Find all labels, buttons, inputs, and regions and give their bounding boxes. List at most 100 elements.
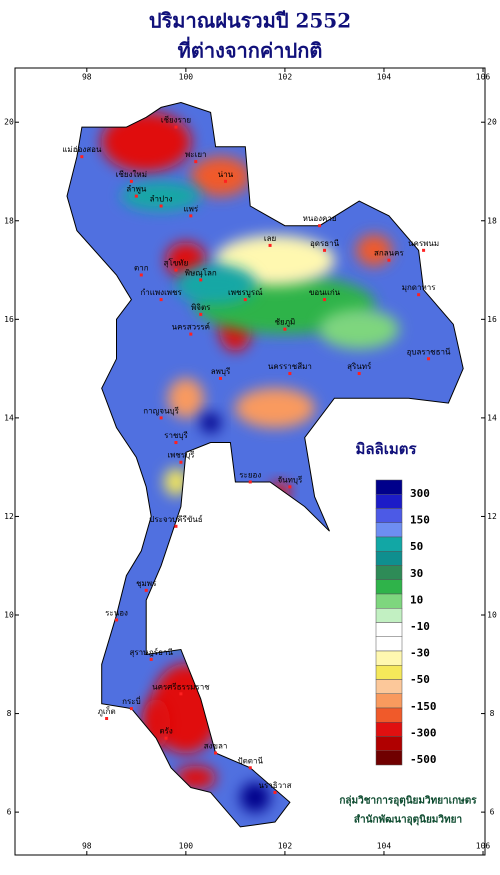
province-label: ลำพูน bbox=[126, 185, 147, 195]
province-label: นครสวรรค์ bbox=[172, 322, 210, 332]
province-label: ขอนแก่น bbox=[309, 288, 341, 297]
province-marker bbox=[268, 243, 272, 247]
legend-swatch bbox=[375, 665, 403, 680]
legend: มิลลิเมตร 300 150 50 30 10 -10 -30 -50 -150 -300 -… bbox=[355, 440, 436, 766]
lat-tick-label: 14 bbox=[487, 413, 497, 422]
province-marker bbox=[273, 790, 277, 794]
legend-swatch bbox=[375, 593, 403, 609]
credit-line: กลุ่มวิชาการอุตุนิยมวิทยาเกษตร bbox=[339, 795, 477, 807]
province-marker bbox=[149, 657, 153, 661]
province-label: ปัตตานี bbox=[238, 756, 264, 765]
legend-label: -10 bbox=[410, 620, 430, 633]
province-marker bbox=[105, 716, 109, 720]
land-base bbox=[67, 102, 464, 827]
province-marker bbox=[248, 480, 252, 484]
province-marker bbox=[318, 224, 322, 228]
province-marker bbox=[288, 372, 292, 376]
province-marker bbox=[248, 766, 252, 770]
lat-tick-label: 12 bbox=[4, 512, 14, 521]
legend-swatch bbox=[375, 536, 403, 552]
lon-tick-label: 104 bbox=[377, 842, 392, 851]
province-marker bbox=[159, 416, 163, 420]
title-line: ปริมาณฝนรวมปี 2552 bbox=[149, 9, 351, 33]
province-label: สงขลา bbox=[204, 741, 228, 750]
legend-swatch bbox=[375, 693, 403, 709]
province-marker bbox=[427, 357, 431, 361]
legend-label: -500 bbox=[410, 753, 437, 766]
province-label: เพชรบุรี bbox=[167, 451, 195, 460]
lat-tick-label: 20 bbox=[4, 118, 14, 127]
province-marker bbox=[323, 298, 327, 302]
province-label: พะเยา bbox=[185, 150, 206, 159]
province-marker bbox=[214, 751, 218, 755]
province-label: สุราษฎร์ธานี bbox=[129, 647, 173, 657]
lat-tick-label: 18 bbox=[4, 216, 14, 225]
legend-swatch bbox=[375, 636, 403, 652]
province-marker bbox=[144, 588, 148, 592]
lat-tick-label: 18 bbox=[487, 216, 497, 225]
province-marker bbox=[159, 298, 163, 302]
province-marker bbox=[387, 258, 391, 262]
province-marker bbox=[174, 524, 178, 528]
legend-label: -150 bbox=[410, 700, 437, 713]
province-marker bbox=[288, 485, 292, 489]
province-marker bbox=[174, 441, 178, 445]
lon-tick-label: 100 bbox=[179, 842, 194, 851]
province-label: ตรัง bbox=[159, 727, 172, 736]
province-label: ประจวบคีรีขันธ์ bbox=[149, 514, 203, 524]
anomaly-blob bbox=[235, 388, 316, 429]
lat-tick-label: 20 bbox=[487, 118, 497, 127]
anomaly-blob bbox=[121, 181, 202, 212]
province-label: จันทบุรี bbox=[277, 475, 303, 484]
legend-swatch bbox=[375, 522, 403, 538]
province-label: น่าน bbox=[218, 170, 234, 179]
province-label: สุรินทร์ bbox=[347, 361, 372, 371]
anomaly-blob bbox=[167, 378, 204, 419]
province-label: ภูเก็ต bbox=[98, 706, 116, 717]
legend-label: 50 bbox=[410, 540, 423, 553]
province-label: ลพบุรี bbox=[211, 367, 231, 376]
lat-tick-label: 14 bbox=[4, 413, 14, 422]
lat-tick-label: 8 bbox=[490, 709, 495, 718]
legend-swatch bbox=[375, 679, 403, 694]
province-label: หนองคาย bbox=[303, 214, 337, 223]
province-marker bbox=[159, 204, 163, 208]
province-marker bbox=[417, 293, 421, 297]
lon-tick-label: 104 bbox=[377, 73, 392, 82]
province-label: กำแพงเพชร bbox=[140, 288, 182, 297]
legend-swatch bbox=[375, 494, 403, 509]
province-label: พิจิตร bbox=[191, 303, 211, 312]
province-marker bbox=[164, 736, 168, 740]
province-label: เชียงใหม่ bbox=[116, 170, 147, 179]
province-label: นครศรีธรรมราช bbox=[152, 682, 210, 691]
province-label: กระบี่ bbox=[122, 695, 141, 706]
province-label: เลย bbox=[264, 234, 276, 243]
anomaly-blob bbox=[200, 412, 221, 433]
legend-swatch bbox=[375, 750, 403, 766]
province-label: แม่ฮ่องสอน bbox=[62, 145, 102, 154]
province-marker bbox=[357, 372, 361, 376]
province-marker bbox=[199, 312, 203, 316]
legend-label: -30 bbox=[410, 647, 430, 660]
province-marker bbox=[80, 155, 84, 159]
province-marker bbox=[174, 125, 178, 129]
legend-swatch bbox=[375, 608, 403, 623]
province-label: เชียงราย bbox=[161, 116, 191, 125]
province-marker bbox=[223, 179, 227, 183]
province-label: ลำปาง bbox=[150, 194, 173, 203]
lon-tick-label: 98 bbox=[82, 73, 92, 82]
province-label: นราธิวาส bbox=[259, 781, 292, 790]
legend-label: 150 bbox=[410, 514, 430, 527]
lon-tick-label: 106 bbox=[476, 73, 491, 82]
lat-tick-label: 10 bbox=[4, 611, 14, 620]
legend-swatch bbox=[375, 707, 403, 723]
legend-swatch bbox=[375, 722, 403, 737]
lat-tick-label: 8 bbox=[7, 709, 12, 718]
credit-line: สำนักพัฒนาอุตุนิยมวิทยา bbox=[354, 814, 462, 826]
province-label: สกลนคร bbox=[374, 249, 404, 258]
lat-tick-label: 6 bbox=[7, 808, 12, 817]
province-marker bbox=[422, 248, 426, 252]
